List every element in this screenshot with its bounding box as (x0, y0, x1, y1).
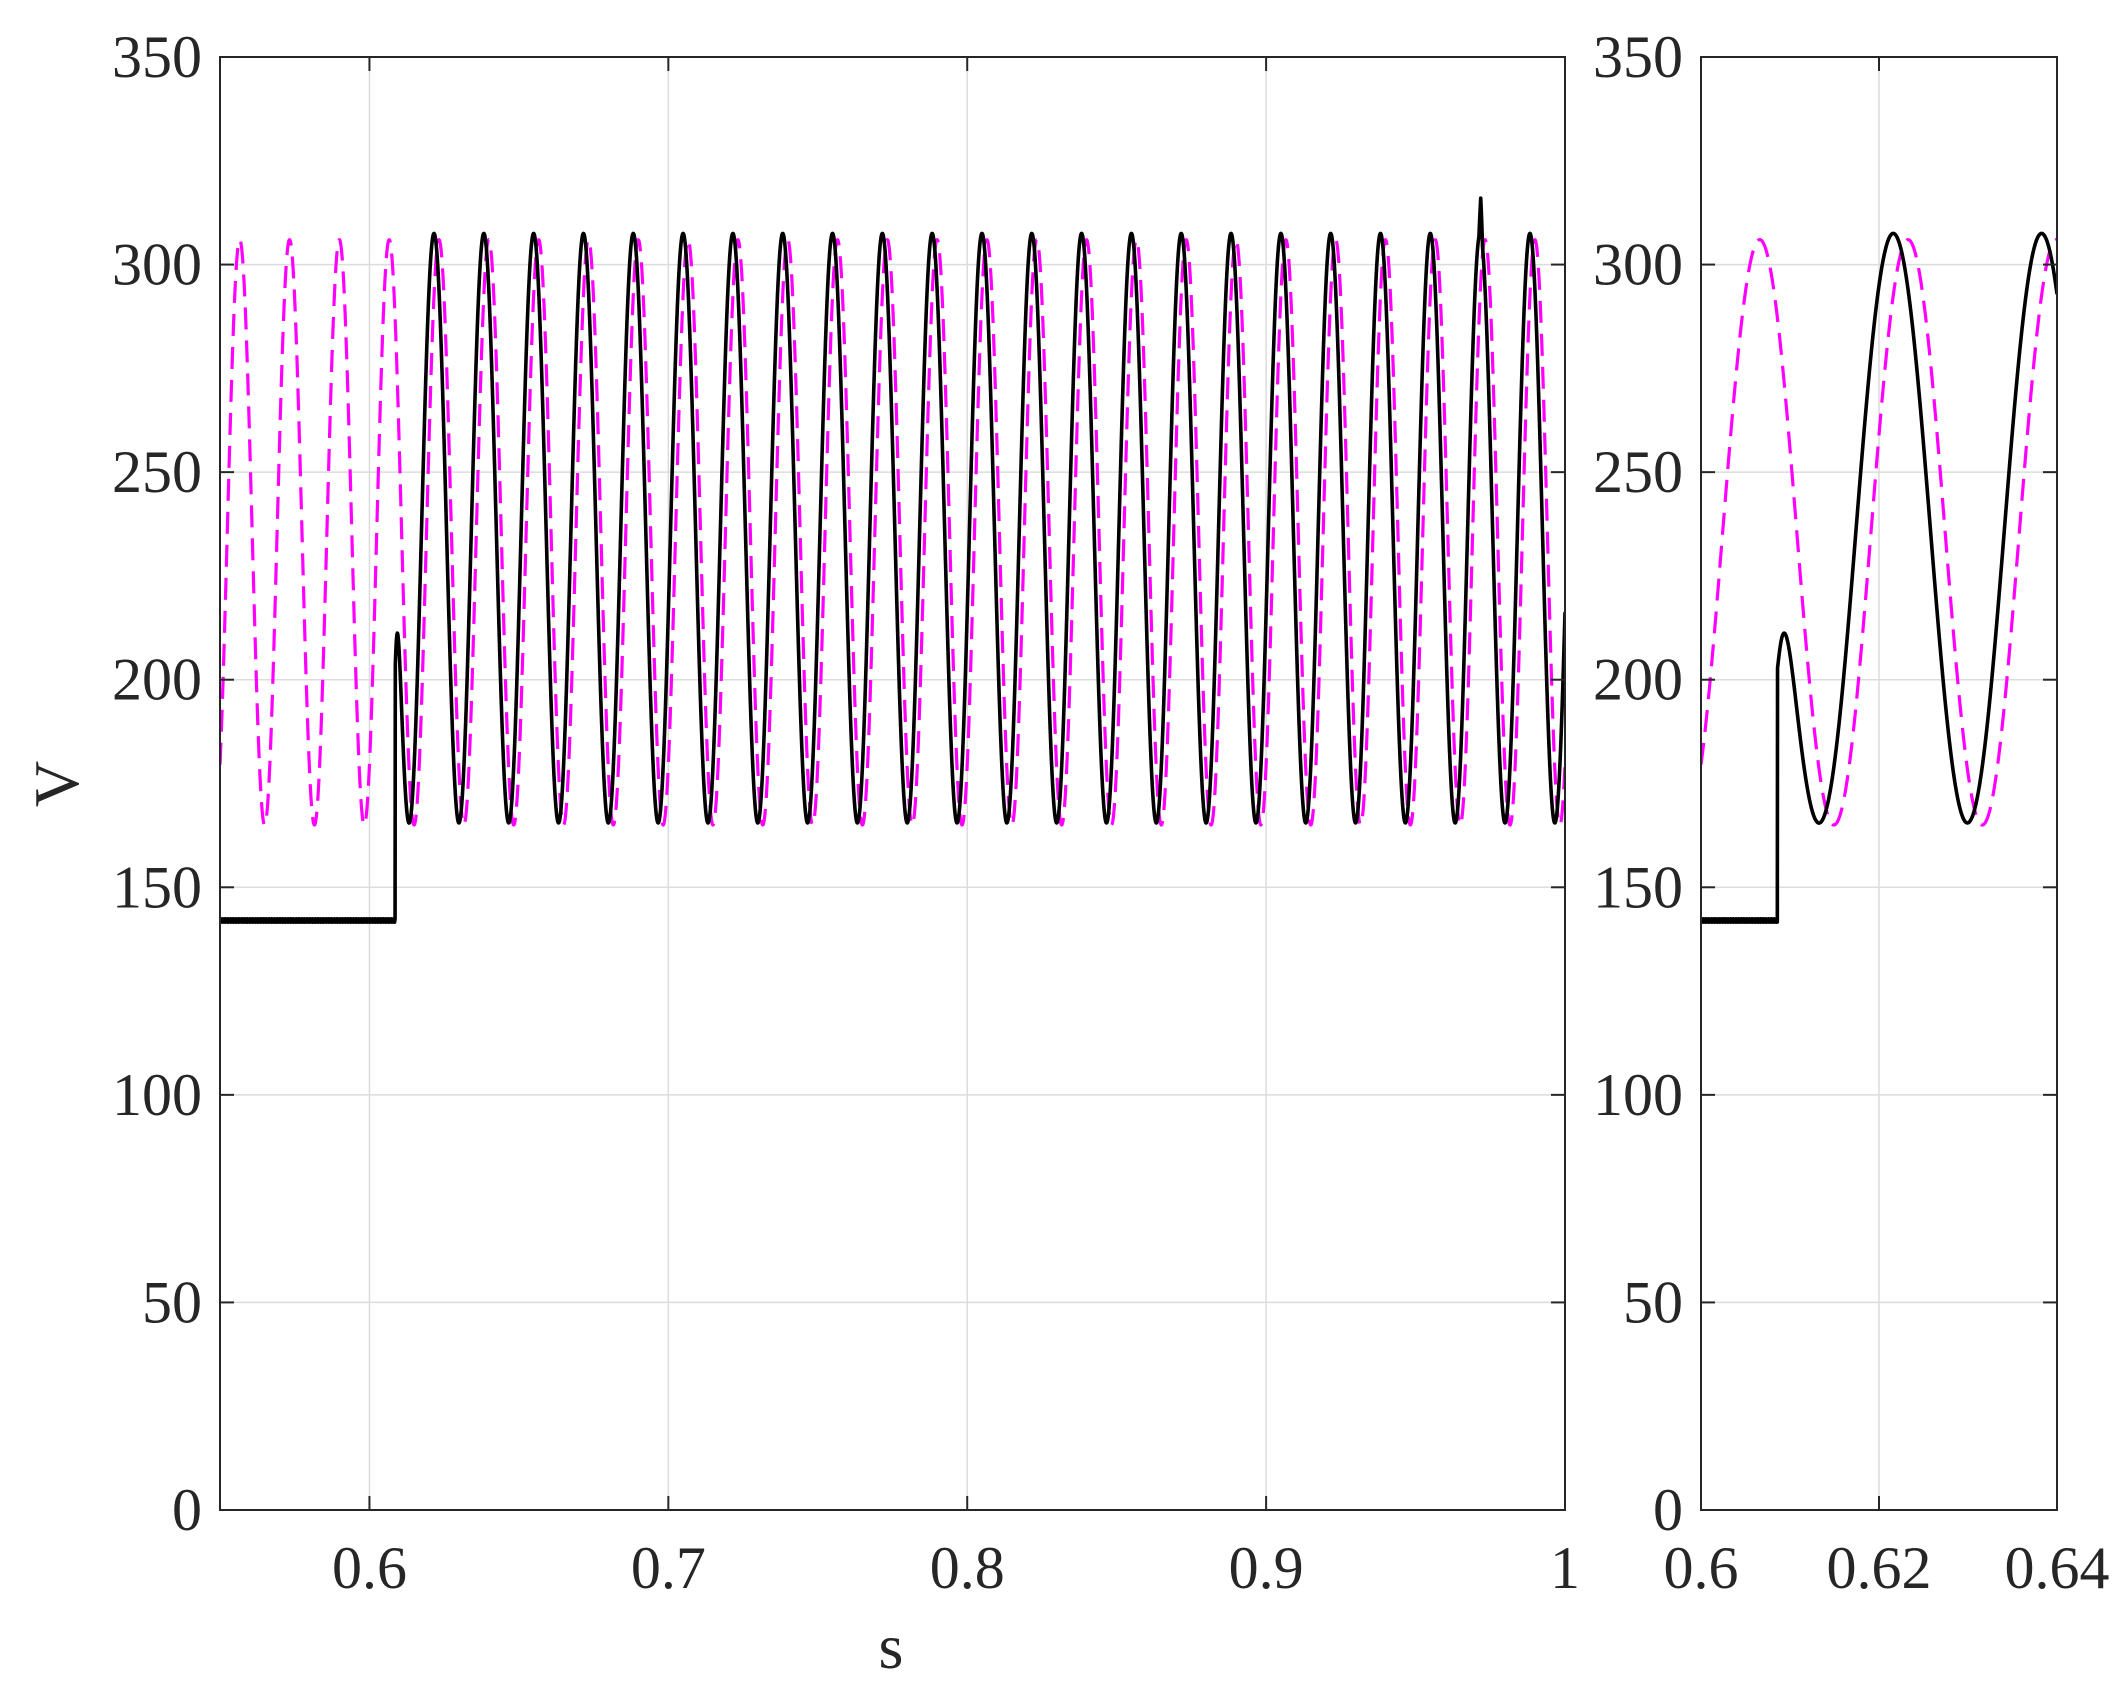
x-tick-label: 1 (1550, 1535, 1580, 1601)
y-tick-label: 200 (112, 647, 202, 713)
y-tick-label: 50 (1623, 1269, 1683, 1335)
y-tick-label: 0 (172, 1477, 202, 1543)
y-tick-label: 50 (142, 1269, 202, 1335)
measured-voltage-line (1701, 231, 2057, 924)
x-tick-label: 0.62 (1827, 1535, 1932, 1601)
y-tick-label: 100 (1593, 1062, 1683, 1128)
x-axis-label: s (879, 1611, 904, 1682)
y-tick-label: 250 (112, 439, 202, 505)
x-tick-label: 0.6 (1664, 1535, 1739, 1601)
y-tick-label: 0 (1653, 1477, 1683, 1543)
y-tick-label: 200 (1593, 647, 1683, 713)
y-tick-label: 300 (1593, 232, 1683, 298)
x-tick-label: 0.8 (930, 1535, 1005, 1601)
zoom-plot-panel: 0.6 0.62 0.64 0 50 100 150 200 250 300 350 (1593, 24, 2110, 1601)
y-tick-label: 350 (112, 24, 202, 90)
y-tick-label: 150 (1593, 854, 1683, 920)
x-tick-label: 0.7 (631, 1535, 706, 1601)
measured-voltage-line (220, 196, 1565, 924)
y-tick-label: 100 (112, 1062, 202, 1128)
main-plot-panel: 0.6 0.7 0.8 0.9 1 0 50 100 150 200 250 300 350 (112, 24, 1580, 1601)
x-tick-label: 0.9 (1229, 1535, 1304, 1601)
y-tick-label: 350 (1593, 24, 1683, 90)
y-tick-label: 250 (1593, 439, 1683, 505)
axes-frame (219, 56, 1566, 1511)
reference-voltage-line (1701, 238, 2057, 827)
x-tick-label: 0.64 (2005, 1535, 2110, 1601)
x-tick-label: 0.6 (332, 1535, 407, 1601)
y-axis-label: V (21, 761, 92, 807)
y-tick-label: 150 (112, 854, 202, 920)
y-tick-label: 300 (112, 232, 202, 298)
